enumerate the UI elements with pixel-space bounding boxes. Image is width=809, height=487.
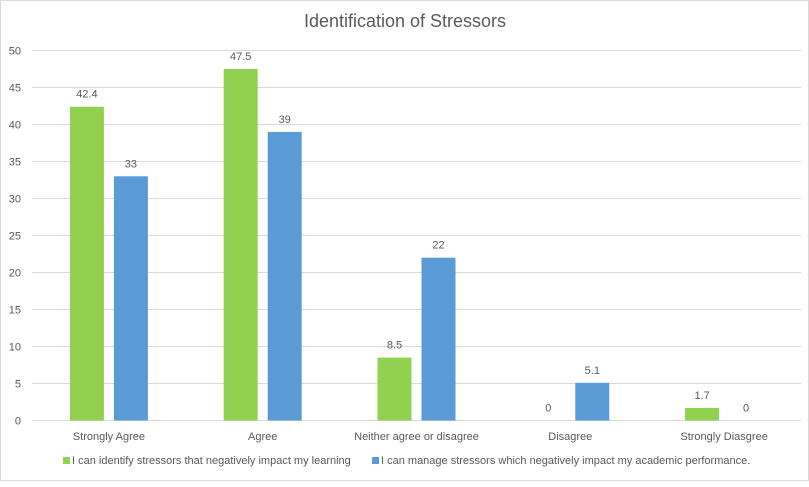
legend-label: I can manage stressors which negatively …: [381, 455, 750, 467]
legend-swatch: [63, 457, 70, 464]
data-label: 5.1: [585, 365, 600, 377]
bar-series-1: [685, 407, 720, 421]
legend-label: I can identify stressors that negatively…: [72, 455, 351, 467]
bar-series-2: [267, 131, 302, 421]
data-label: 0: [743, 403, 749, 415]
y-tick-label: 35: [9, 157, 21, 169]
y-tick-label: 0: [15, 416, 21, 428]
bar-series-2: [421, 257, 456, 421]
bar-series-1: [377, 357, 412, 421]
data-label: 42.4: [76, 89, 97, 101]
x-tick-label: Strongly Diasgree: [680, 431, 767, 443]
chart-title: Identification of Stressors: [304, 11, 506, 31]
bar-series-2: [113, 176, 148, 421]
x-tick-label: Neither agree or disagree: [354, 431, 479, 443]
bar-series-1: [69, 106, 104, 421]
bar-series-1: [223, 69, 258, 421]
y-tick-label: 45: [9, 83, 21, 95]
data-label: 8.5: [387, 340, 402, 352]
y-tick-label: 20: [9, 268, 21, 280]
x-tick-label: Agree: [248, 431, 277, 443]
y-tick-label: 5: [15, 379, 21, 391]
y-tick-label: 15: [9, 305, 21, 317]
legend-swatch: [372, 457, 379, 464]
x-tick-label: Strongly Agree: [73, 431, 145, 443]
y-tick-label: 30: [9, 194, 21, 206]
y-tick-label: 25: [9, 231, 21, 243]
data-label: 33: [125, 158, 137, 170]
bar-series-2: [575, 382, 610, 421]
x-tick-label: Disagree: [548, 431, 592, 443]
data-label: 0: [545, 403, 551, 415]
y-tick-label: 50: [9, 46, 21, 58]
data-label: 22: [432, 240, 444, 252]
data-label: 1.7: [694, 390, 709, 402]
data-label: 39: [279, 114, 291, 126]
y-tick-label: 40: [9, 120, 21, 132]
y-tick-label: 10: [9, 342, 21, 354]
data-label: 47.5: [230, 51, 251, 63]
